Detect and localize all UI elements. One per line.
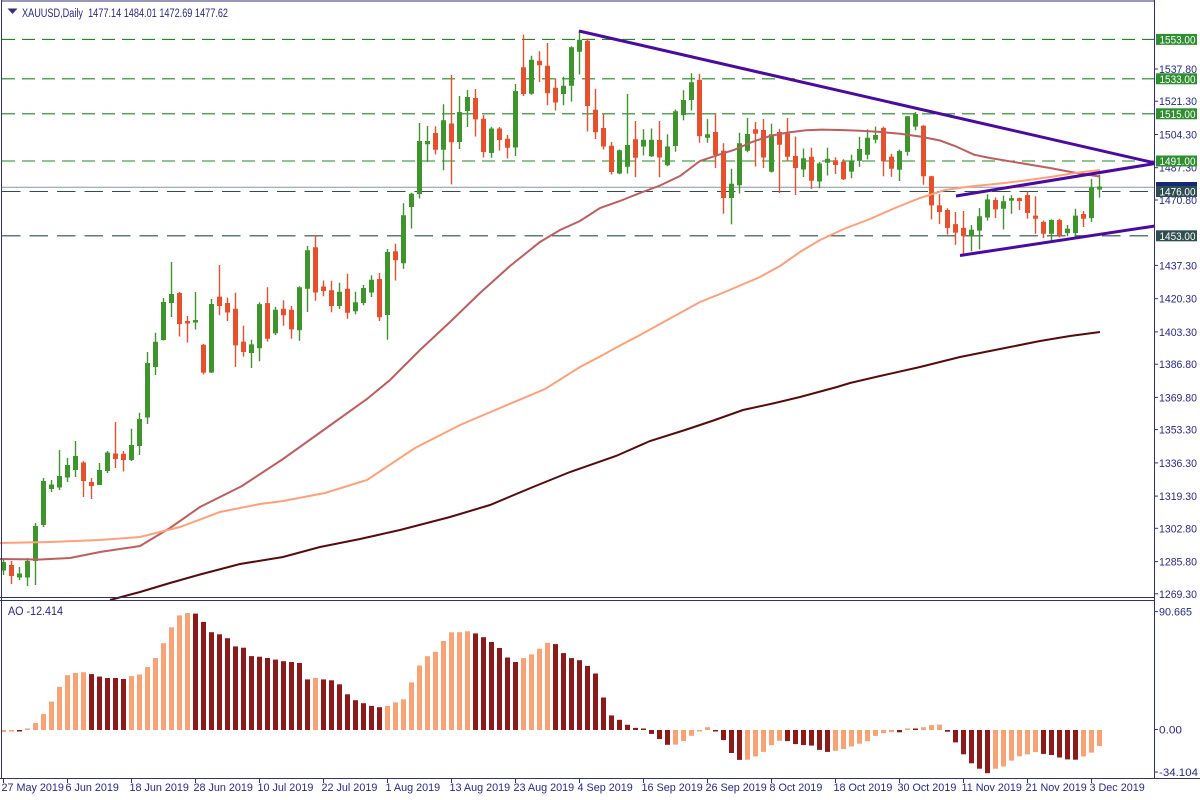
svg-text:22 Jul 2019: 22 Jul 2019 [322, 782, 378, 794]
svg-text:27 May 2019: 27 May 2019 [2, 782, 64, 794]
svg-text:1336.30: 1336.30 [1159, 458, 1197, 470]
svg-text:1537.80: 1537.80 [1159, 64, 1197, 76]
svg-text:1533.00: 1533.00 [1160, 74, 1196, 86]
svg-text:6 Jun 2019: 6 Jun 2019 [66, 782, 119, 794]
svg-text:90.665: 90.665 [1159, 607, 1192, 619]
svg-text:8 Oct 2019: 8 Oct 2019 [770, 782, 823, 794]
svg-text:0.00: 0.00 [1159, 725, 1182, 737]
svg-text:1521.30: 1521.30 [1159, 96, 1197, 108]
svg-text:1403.30: 1403.30 [1159, 327, 1197, 339]
svg-text:1269.30: 1269.30 [1159, 589, 1197, 601]
svg-text:1 Aug 2019: 1 Aug 2019 [386, 782, 441, 794]
svg-text:1353.30: 1353.30 [1159, 425, 1197, 437]
svg-text:4 Sep 2019: 4 Sep 2019 [578, 782, 633, 794]
svg-text:1369.80: 1369.80 [1159, 392, 1197, 404]
svg-text:11 Nov 2019: 11 Nov 2019 [962, 782, 1022, 794]
svg-text:1453.00: 1453.00 [1160, 231, 1196, 243]
svg-text:1553.00: 1553.00 [1160, 34, 1196, 46]
svg-text:1476.00: 1476.00 [1160, 187, 1196, 199]
svg-text:AO -12.414: AO -12.414 [8, 606, 64, 618]
svg-text:1420.30: 1420.30 [1159, 294, 1197, 306]
svg-text:23 Aug 2019: 23 Aug 2019 [514, 782, 575, 794]
svg-text:30 Oct 2019: 30 Oct 2019 [898, 782, 957, 794]
svg-text:1319.30: 1319.30 [1159, 491, 1197, 503]
svg-text:16 Sep 2019: 16 Sep 2019 [642, 782, 703, 794]
svg-text:21 Nov 2019: 21 Nov 2019 [1026, 782, 1087, 794]
svg-text:1515.00: 1515.00 [1160, 109, 1196, 121]
svg-text:26 Sep 2019: 26 Sep 2019 [706, 782, 767, 794]
svg-text:1285.80: 1285.80 [1159, 557, 1197, 569]
svg-text:13 Aug 2019: 13 Aug 2019 [450, 782, 511, 794]
svg-text:28 Jun 2019: 28 Jun 2019 [194, 782, 253, 794]
svg-text:18 Jun 2019: 18 Jun 2019 [130, 782, 189, 794]
svg-text:10 Jul 2019: 10 Jul 2019 [258, 782, 314, 794]
svg-text:1437.30: 1437.30 [1159, 260, 1197, 272]
svg-text:18 Oct 2019: 18 Oct 2019 [834, 782, 893, 794]
svg-text:1470.80: 1470.80 [1159, 195, 1197, 207]
svg-text:-34.104: -34.104 [1159, 767, 1198, 779]
svg-text:1302.80: 1302.80 [1159, 523, 1197, 535]
svg-text:3 Dec 2019: 3 Dec 2019 [1090, 782, 1145, 794]
svg-text:1386.80: 1386.80 [1159, 359, 1197, 371]
svg-text:1491.00: 1491.00 [1160, 156, 1196, 168]
svg-text:XAUUSD,Daily 1477.14 1484.01: XAUUSD,Daily 1477.14 1484.01 1472.69 147… [22, 8, 228, 20]
svg-text:1504.30: 1504.30 [1159, 130, 1197, 142]
